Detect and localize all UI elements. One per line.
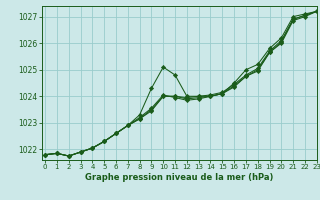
X-axis label: Graphe pression niveau de la mer (hPa): Graphe pression niveau de la mer (hPa) — [85, 173, 273, 182]
